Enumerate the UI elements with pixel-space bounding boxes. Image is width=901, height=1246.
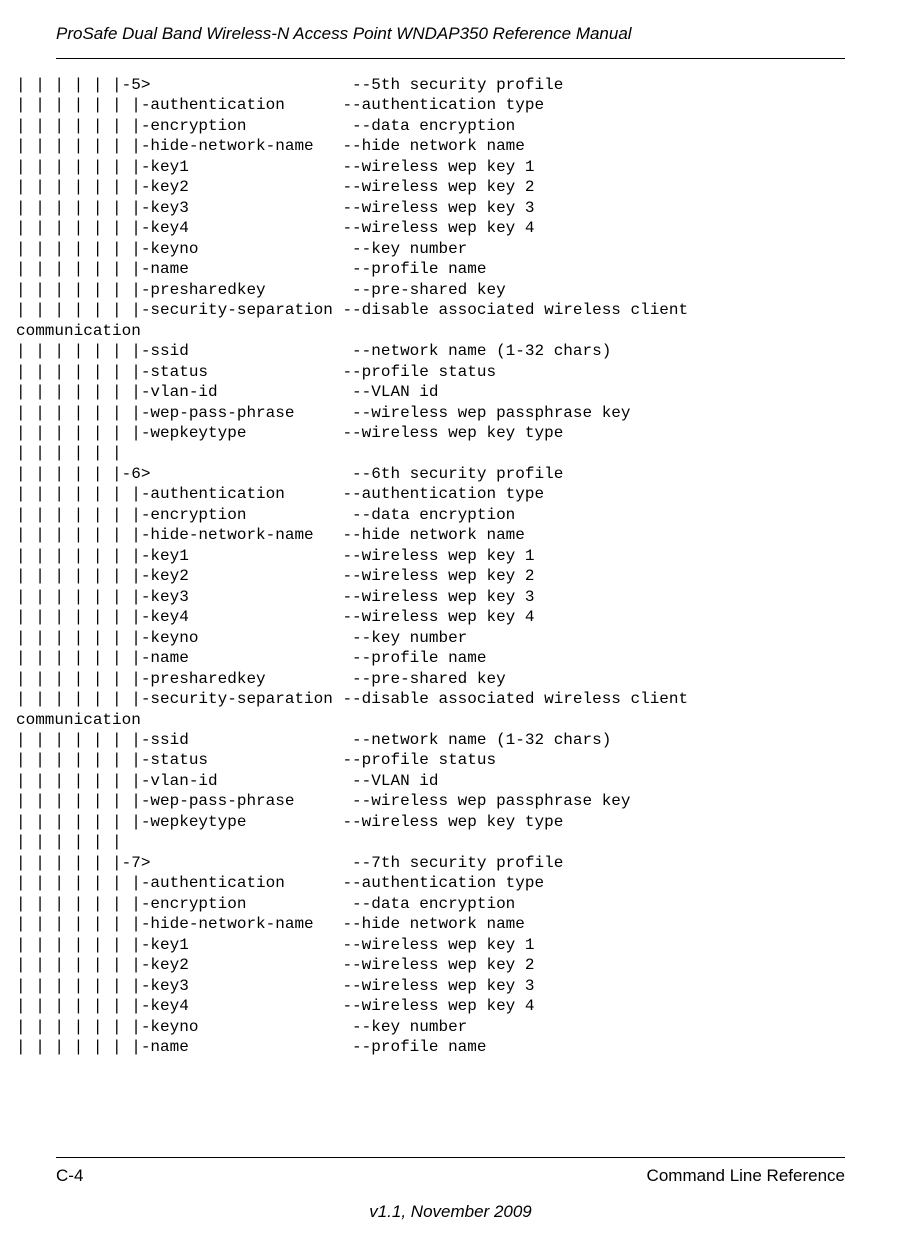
header-divider bbox=[56, 58, 845, 59]
page-header-title: ProSafe Dual Band Wireless-N Access Poin… bbox=[0, 0, 901, 52]
page-footer: C-4 Command Line Reference v1.1, Novembe… bbox=[0, 1157, 901, 1222]
footer-row: C-4 Command Line Reference bbox=[0, 1166, 901, 1190]
footer-divider bbox=[56, 1157, 845, 1158]
section-title: Command Line Reference bbox=[647, 1166, 845, 1186]
cli-tree-content: | | | | | |-5> --5th security profile | … bbox=[0, 75, 901, 1058]
footer-version: v1.1, November 2009 bbox=[0, 1190, 901, 1222]
page-number: C-4 bbox=[56, 1166, 83, 1186]
